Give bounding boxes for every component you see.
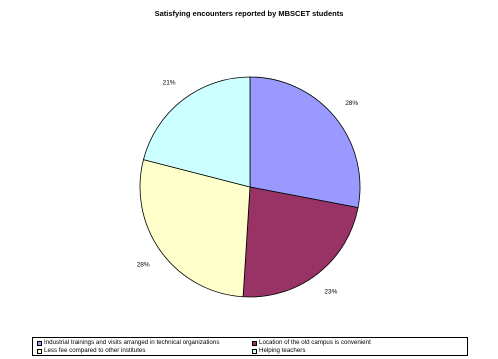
legend-item-less-fee: Less fee compared to other institutes — [37, 347, 145, 355]
legend-label: Location of the old campus is convenient — [259, 339, 371, 346]
legend-item-location: Location of the old campus is convenient — [252, 339, 371, 347]
pie-percent-label-industrial-trainings: 28% — [345, 100, 358, 107]
pie-slice-helping-teachers — [142, 76, 251, 188]
pie-slices — [139, 76, 361, 298]
chart-title: Satisfying encounters reported by MBSCET… — [155, 9, 344, 18]
pie-slice-less-fee — [139, 159, 251, 298]
legend-swatch — [252, 340, 257, 346]
pie-slice-industrial-trainings — [249, 76, 361, 209]
legend-label: Helping teachers — [259, 347, 306, 354]
legend-label: Industrial trainings and visits arranged… — [44, 339, 220, 346]
legend-swatch — [252, 348, 257, 354]
legend-label: Less fee compared to other institutes — [44, 347, 146, 354]
legend-item-industrial-trainings: Industrial trainings and visits arranged… — [37, 339, 219, 347]
pie-slice-location — [242, 186, 359, 298]
legend-swatch — [37, 348, 42, 354]
pie-percent-labels: 28% 23% 28% 21% — [137, 80, 359, 296]
legend-swatch — [37, 340, 42, 346]
pie-percent-label-location: 23% — [324, 288, 337, 295]
legend: Industrial trainings and visits arranged… — [32, 337, 468, 356]
pie-percent-label-less-fee: 28% — [137, 262, 150, 269]
pie-percent-label-helping-teachers: 21% — [163, 80, 176, 87]
legend-item-helping-teachers: Helping teachers — [252, 347, 305, 355]
